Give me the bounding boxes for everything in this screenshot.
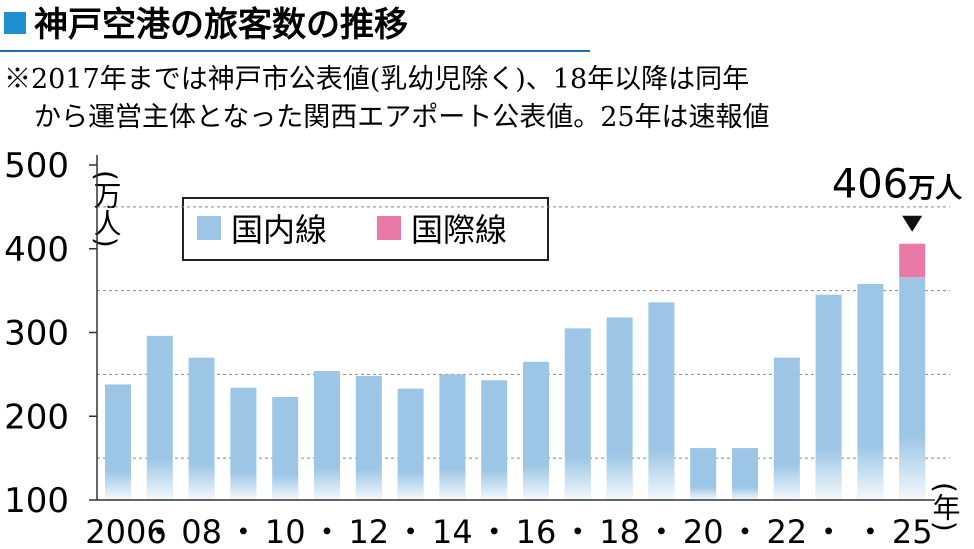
x-tick-label: ・ [645,513,677,549]
bar-fade [523,361,549,500]
x-tick-label: ・ [227,513,259,549]
legend: 国内線 国際線 [182,197,549,261]
x-tick-label: 08 [181,513,222,549]
y-tick-label: 400 [4,230,69,270]
bar-fade [564,328,591,500]
x-tick-label: 12 [348,513,389,549]
x-tick-label: ・ [478,513,510,549]
x-axis-label: (年) [929,482,962,532]
title-marker [4,12,26,34]
bar-fade [146,335,173,500]
bar-fade [188,357,215,500]
x-tick-label: 10 [265,513,306,549]
x-tick-label: 14 [432,513,473,549]
x-tick-label: 18 [599,513,640,549]
y-tick-label: 100 [4,481,69,521]
bar-fade [397,388,424,500]
bar-fade [439,374,466,500]
bar-fade [314,371,340,500]
chart-title: 神戸空港の旅客数の推移 [34,5,408,45]
bar-fade [272,396,299,500]
bar-fade [773,357,800,500]
x-tick-label: 16 [516,513,557,549]
legend-swatch [377,216,401,240]
x-tick-label: ・ [562,513,594,549]
y-tick-label: 500 [4,146,69,186]
x-tick-label: ・ [144,513,176,549]
annotation-unit: 万人 [908,174,962,205]
legend-label: 国内線 [231,211,327,249]
bar-fade [732,448,758,500]
x-tick-label: 22 [766,513,807,549]
legend-swatch [197,216,221,240]
x-tick-label: ・ [813,513,845,549]
x-tick-label: 20 [683,513,724,549]
y-tick-label: 300 [4,314,69,354]
bar-fade [815,294,842,500]
bar-fade [355,376,382,500]
legend-label: 国際線 [411,211,507,249]
bar-fade [481,380,508,500]
note-line: から運営主体となった関西エアポート公表値。25年は速報値 [34,102,770,133]
x-tick-label: ・ [729,513,761,549]
x-tick-label: ・ [854,513,886,549]
bar-fade [230,387,257,500]
annotation-arrow [902,215,923,232]
bar-fade [606,317,633,500]
bar-fade [648,302,675,500]
bar-fade [857,283,884,500]
y-axis-label: (万人) [90,170,123,248]
note-line: ※2017年までは神戸市公表値(乳幼児除く)、18年以降は同年 [4,64,749,95]
bar-fade [899,243,926,500]
annotation: 406万人 [832,162,962,208]
legend-box [182,197,549,261]
y-tick-label: 200 [4,397,69,437]
annotation-value: 406 [832,162,908,208]
x-tick-label: 2006 [85,513,166,549]
bar-fade [105,384,131,500]
x-tick-label: ・ [311,513,343,549]
x-tick-label: 25 [892,513,933,549]
bar-fade [690,448,717,500]
x-tick-label: ・ [395,513,427,549]
